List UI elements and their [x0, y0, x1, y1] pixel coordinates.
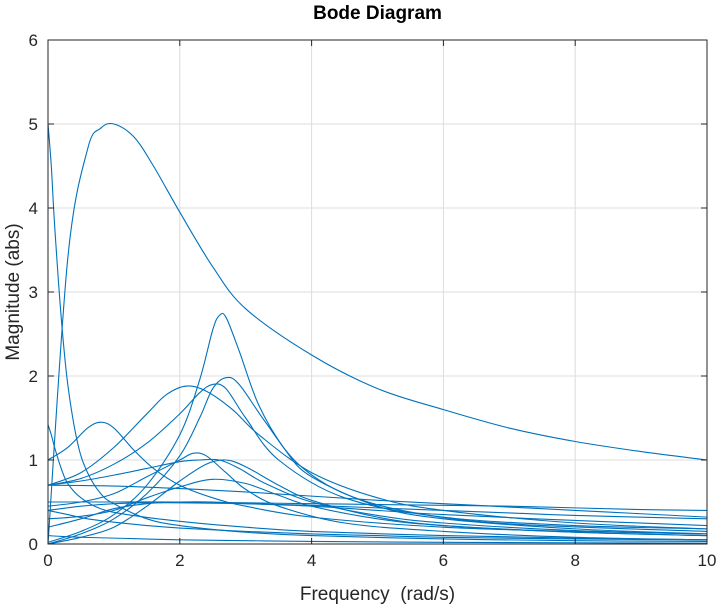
- x-tick-label: 0: [43, 551, 52, 570]
- series-line-15: [47, 502, 708, 520]
- series-line-1: [47, 122, 708, 545]
- y-tick-label: 0: [29, 535, 38, 554]
- series-line-18: [47, 535, 708, 544]
- x-tick-label: 8: [570, 551, 579, 570]
- series-line-9: [47, 458, 708, 535]
- ticks: 0 2 4 6 8 10 0 1 2 3 4 5 6: [29, 31, 717, 570]
- y-axis-label: Magnitude (abs): [3, 223, 24, 360]
- y-tick-label: 5: [29, 115, 38, 134]
- x-axis-label: Frequency (rad/s): [300, 584, 455, 605]
- series-line-13: [48, 501, 708, 511]
- series-line-16: [47, 424, 708, 541]
- series-line-17: [47, 509, 708, 541]
- y-tick-label: 2: [29, 367, 38, 386]
- x-tick-label: 2: [175, 551, 184, 570]
- chart-title: Bode Diagram: [313, 3, 442, 24]
- y-tick-label: 3: [29, 283, 38, 302]
- series-line-5: [47, 385, 708, 530]
- y-tick-label: 4: [29, 199, 38, 218]
- y-tick-label: 6: [29, 31, 38, 50]
- x-tick-label: 4: [307, 551, 316, 570]
- series-line-4: [47, 312, 708, 543]
- series-line-8: [47, 452, 708, 541]
- series-line-11: [47, 478, 708, 537]
- series-line-7: [47, 383, 708, 530]
- series-line-12: [47, 484, 708, 518]
- x-tick-label: 10: [698, 551, 717, 570]
- x-tick-label: 6: [439, 551, 448, 570]
- grid: [48, 40, 707, 544]
- y-tick-label: 1: [29, 451, 38, 470]
